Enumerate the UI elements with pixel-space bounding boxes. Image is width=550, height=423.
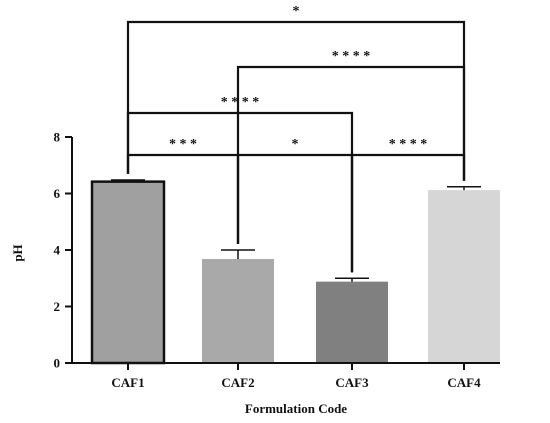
bars-group: [90, 180, 500, 365]
bar-caf4: [428, 190, 500, 363]
significance-label: * * * *: [389, 137, 428, 152]
bracket-line: [126, 20, 466, 181]
error-bars-group: [111, 179, 481, 282]
x-tick-label-caf3: CAF3: [335, 375, 369, 390]
bracket-line: [236, 153, 354, 273]
bar-caf1: [90, 180, 166, 365]
x-tick-label-caf1: CAF1: [111, 375, 144, 390]
x-axis-title: Formulation Code: [245, 401, 347, 416]
bar-caf3: [316, 281, 388, 363]
y-tick-label: 4: [54, 243, 61, 258]
y-tick-label: 8: [54, 130, 61, 145]
significance-label: * * * *: [221, 95, 260, 110]
significance-label: *: [293, 4, 300, 19]
significance-bracket: *: [236, 137, 354, 273]
x-tick-label-caf4: CAF4: [447, 375, 481, 390]
y-tick-label: 0: [54, 356, 61, 371]
bar-caf2: [202, 259, 274, 363]
x-ticks-group: CAF1 CAF2 CAF3 CAF4: [111, 363, 481, 390]
significance-label: * * * *: [332, 49, 371, 64]
x-tick-label-caf2: CAF2: [221, 375, 254, 390]
significance-label: * * *: [169, 137, 197, 152]
significance-bracket: *: [126, 4, 466, 181]
y-tick-label: 6: [54, 186, 61, 201]
y-tick-label: 2: [54, 299, 61, 314]
y-axis-title: pH: [10, 244, 25, 261]
significance-brackets-group: * * * * * * * * * * * * * * * * *: [126, 4, 466, 273]
y-ticks-group: 0 2 4 6 8: [54, 130, 72, 371]
significance-label: *: [292, 137, 299, 152]
